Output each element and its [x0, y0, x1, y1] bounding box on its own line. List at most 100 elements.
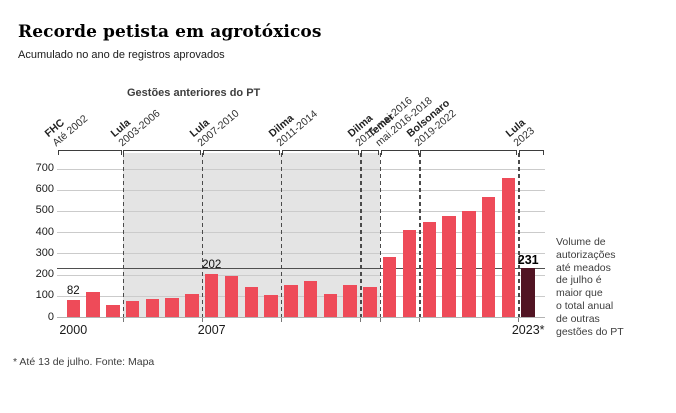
side-annotation: Volume de autorizações até meados de jul… [556, 236, 624, 338]
bar-2016 [382, 256, 397, 317]
gridline-200 [57, 274, 545, 276]
ytick-label-400: 400 [35, 225, 54, 238]
gov-label-bolsonaro-6: Bolsonaro 2019-2022 [404, 97, 461, 149]
era-divider-dashed [379, 153, 382, 317]
ytick-label-0: 0 [47, 310, 54, 323]
axis-minitick [201, 318, 203, 322]
gridline-300 [57, 253, 545, 255]
gov-dates: 2003-2006 [115, 107, 162, 149]
bar-2012 [303, 280, 318, 317]
gov-name: Lula [187, 116, 212, 140]
gridline-500 [57, 210, 545, 212]
gov-label-lula-1: Lula 2003-2006 [108, 99, 162, 149]
gridline-400 [57, 232, 545, 234]
bar-2021 [481, 196, 496, 317]
axis-minitick [379, 318, 381, 322]
bar-2006 [185, 293, 199, 317]
era-divider-dashed [419, 153, 421, 317]
pt-era-band [122, 153, 380, 317]
gov-bracket-dilma-4 [360, 150, 379, 155]
bar-2005 [165, 297, 179, 317]
bar-2008 [224, 276, 239, 317]
era-divider-dashed [122, 153, 125, 317]
bar-2022 [501, 178, 516, 317]
axis-minitick [518, 318, 520, 322]
bar-2000 [66, 299, 80, 317]
gov-name: Temer [365, 110, 397, 140]
bar-2023 [521, 267, 535, 317]
gov-label-fhc-0: FHC Até 2002 [43, 104, 90, 149]
gov-label-temer-5: Temer mai.2016-2018 [365, 86, 435, 149]
bar-2015 [363, 286, 377, 317]
era-divider-dashed [518, 153, 520, 317]
chart-subtitle: Acumulado no ano de registros aprovados [18, 49, 225, 61]
era-divider-dashed [280, 153, 283, 317]
gov-name: Dilma [266, 112, 297, 140]
reference-line-231 [57, 267, 545, 270]
bar-2001 [86, 292, 100, 317]
gov-bracket-lula-1 [123, 150, 201, 155]
bar-2019 [442, 216, 456, 317]
gridline-0 [57, 317, 545, 318]
axis-minitick [360, 318, 361, 322]
gridline-100 [57, 295, 545, 297]
gov-dates: 2023 [511, 124, 537, 149]
gov-dates: 2007-2010 [194, 107, 241, 149]
gov-label-dilma-3: Dilma 2011-2014 [266, 100, 320, 149]
gridline-600 [57, 189, 545, 191]
gov-dates: Até 2002 [49, 112, 90, 149]
ytick-label-500: 500 [35, 204, 54, 217]
gov-bracket-fhc-0 [57, 150, 122, 155]
chart-title: Recorde petista em agrotóxicos [18, 22, 322, 42]
source-note: * Até 13 de julho. Fonte: Mapa [13, 356, 155, 368]
bar-2002 [106, 305, 120, 317]
xtick-2023: 2023* [511, 323, 545, 337]
era-divider-dashed [201, 153, 204, 317]
bar-2014 [343, 285, 357, 317]
ytick-label-300: 300 [35, 246, 54, 259]
bar-2003 [125, 301, 140, 317]
bar-2011 [284, 285, 298, 317]
gov-name: Lula [503, 116, 529, 140]
gridline-700 [57, 168, 545, 170]
bar-2009 [244, 287, 259, 317]
bar-2010 [264, 295, 278, 317]
era-divider-dashed [360, 153, 362, 317]
ytick-label-100: 100 [35, 289, 54, 302]
gov-bracket-lula-7 [519, 150, 545, 155]
bar-2013 [323, 293, 338, 317]
bar-label-2007: 202 [202, 259, 222, 272]
gov-name: Bolsonaro [404, 97, 453, 140]
bar-label-2023: 231 [517, 252, 539, 267]
xtick-2007: 2007 [197, 323, 226, 337]
pt-band-label: Gestões anteriores do PT [127, 87, 261, 99]
gov-bracket-dilma-3 [281, 150, 360, 155]
bar-2020 [462, 210, 476, 317]
gov-bracket-lula-2 [202, 150, 281, 155]
bar-2017 [402, 230, 417, 317]
gov-dates: 2019-2022 [412, 107, 459, 149]
ytick-label-200: 200 [35, 268, 54, 281]
gov-label-lula-2: Lula 2007-2010 [187, 99, 241, 149]
gov-bracket-bolsonaro-6 [420, 150, 518, 155]
gov-name: Dilma [345, 112, 376, 140]
gov-name: Lula [108, 116, 133, 140]
gov-dates: 2015-mai.2016 [352, 94, 415, 149]
bar-2004 [145, 298, 160, 317]
gov-label-dilma-4: Dilma 2015-mai.2016 [345, 86, 415, 149]
ytick-label-600: 600 [35, 183, 54, 196]
axis-minitick [122, 318, 124, 322]
axis-minitick [419, 318, 421, 322]
bar-label-2000: 82 [66, 284, 80, 297]
xtick-2000: 2000 [59, 323, 88, 337]
bar-2018 [422, 221, 437, 317]
bar-2007 [204, 274, 219, 317]
ytick-label-700: 700 [35, 162, 54, 174]
gov-bracket-temer-5 [380, 150, 419, 155]
gov-label-lula-7: Lula 2023 [504, 116, 537, 149]
gov-dates: mai.2016-2018 [372, 94, 435, 149]
axis-minitick [280, 318, 282, 322]
gov-dates: 2011-2014 [273, 107, 320, 149]
